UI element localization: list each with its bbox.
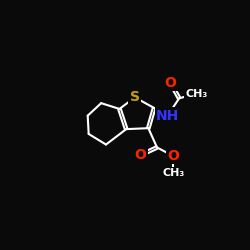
Text: O: O <box>135 148 146 162</box>
Text: S: S <box>130 90 140 104</box>
Text: NH: NH <box>156 109 179 123</box>
Text: CH₃: CH₃ <box>162 168 184 178</box>
Text: CH₃: CH₃ <box>185 88 208 99</box>
Text: O: O <box>164 76 176 90</box>
Text: O: O <box>168 149 179 163</box>
